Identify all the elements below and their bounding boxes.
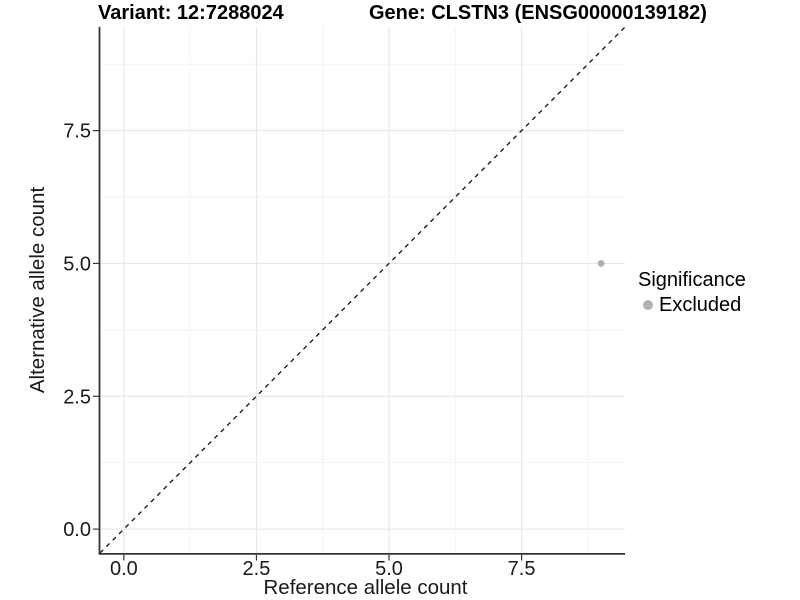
data-point-excluded [597,260,605,267]
legend-item-excluded: Excluded [638,293,746,317]
x-tick-label: 2.5 [243,558,271,580]
y-tick-label: 0.0 [63,519,91,541]
x-tick-label: 0.0 [110,558,138,580]
legend-item-label: Excluded [659,294,742,316]
gene-title: Gene: CLSTN3 (ENSG00000139182) [369,2,707,24]
y-axis-title: Alternative allele count [26,187,49,394]
variant-title: Variant: 12:7288024 [98,2,284,24]
excluded-point-icon [643,300,653,310]
identity-reference-line [99,26,626,554]
x-tick-label: 5.0 [375,558,403,580]
y-tick-label: 5.0 [63,253,91,275]
legend-title: Significance [638,269,746,291]
x-axis-title: Reference allele count [264,576,468,599]
y-tick-label: 7.5 [63,121,91,143]
x-tick-label: 7.5 [508,558,536,580]
y-tick-label: 2.5 [63,386,91,408]
legend: Significance Excluded [638,268,746,317]
